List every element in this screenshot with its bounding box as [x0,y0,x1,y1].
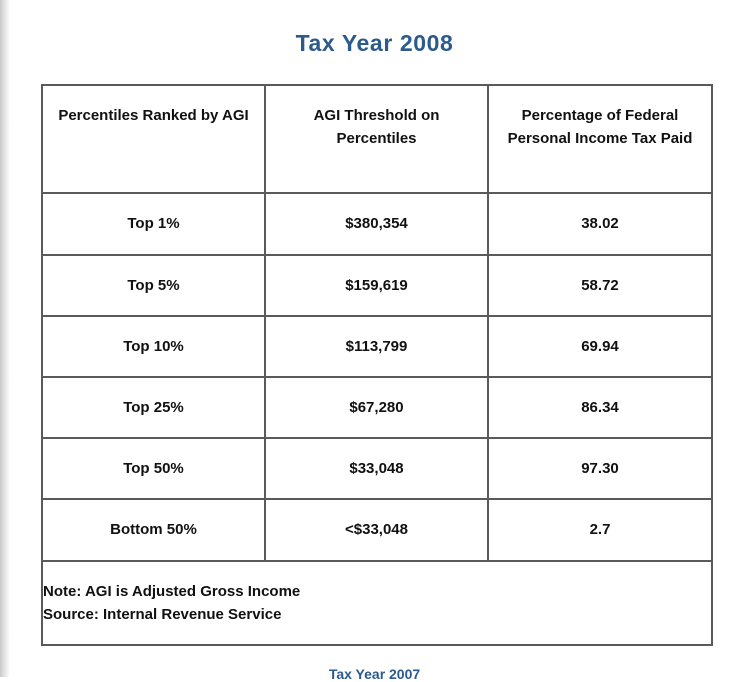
table-row: Top 25% $67,280 86.34 [41,375,713,440]
table-row: Top 10% $113,799 69.94 [41,314,713,378]
threshold-cell: $33,048 [264,437,489,501]
table-row: Bottom 50% <$33,048 2.7 [41,498,713,562]
table-note-cell: Note: AGI is Adjusted Gross Income Sourc… [41,559,713,647]
percentile-cell: Top 1% [41,192,266,256]
table-row: Top 1% $380,354 38.02 [41,192,713,256]
percentile-cell: Top 50% [41,437,266,501]
percentage-cell: 38.02 [487,192,713,256]
threshold-cell: $380,354 [264,192,489,256]
percentage-cell: 69.94 [487,314,713,378]
table-row: Top 5% $159,619 58.72 [41,253,713,317]
percentage-cell: 86.34 [487,375,713,440]
table-row: Top 50% $33,048 97.30 [41,437,713,501]
tax-data-table: Percentiles Ranked by AGI AGI Threshold … [41,83,713,647]
table-title: Tax Year 2008 [295,30,454,56]
next-table-title: Tax Year 2007 [328,666,421,682]
header-percentile: Percentiles Ranked by AGI [41,83,266,195]
percentage-cell: 97.30 [487,437,713,501]
page-edge-shadow [0,0,10,677]
percentage-cell: 58.72 [487,253,713,317]
percentile-cell: Bottom 50% [41,498,266,562]
table-note-row: Note: AGI is Adjusted Gross Income Sourc… [41,559,713,647]
percentile-cell: Top 5% [41,253,266,317]
threshold-cell: $159,619 [264,253,489,317]
percentile-cell: Top 10% [41,314,266,378]
header-threshold: AGI Threshold on Percentiles [264,83,489,195]
table-header-row: Percentiles Ranked by AGI AGI Threshold … [41,83,713,195]
threshold-cell: $113,799 [264,314,489,378]
source-text: Source: Internal Revenue Service [43,605,282,623]
percentile-cell: Top 25% [41,375,266,440]
note-text: Note: AGI is Adjusted Gross Income [43,582,301,600]
threshold-cell: $67,280 [264,375,489,440]
percentage-cell: 2.7 [487,498,713,562]
threshold-cell: <$33,048 [264,498,489,562]
header-percentage: Percentage of Federal Personal Income Ta… [487,83,713,195]
